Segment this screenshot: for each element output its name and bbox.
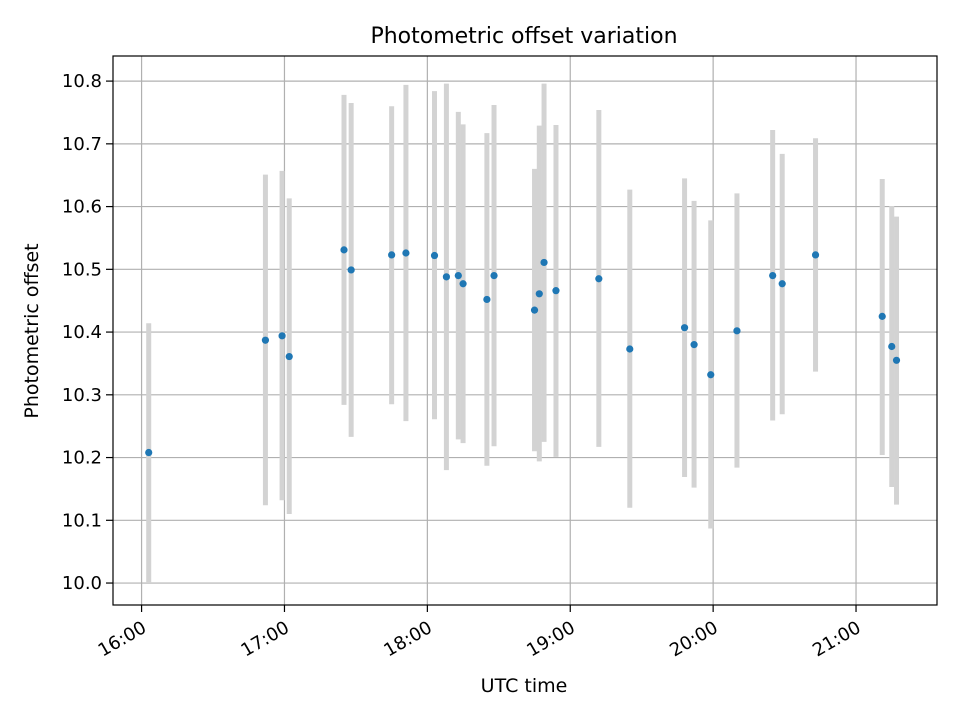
data-point — [490, 272, 498, 280]
data-point — [778, 280, 786, 288]
data-point — [888, 342, 896, 351]
y-tick-label: 10.0 — [62, 573, 102, 594]
x-tick-label: 21:00 — [809, 617, 864, 661]
data-point — [680, 324, 689, 332]
data-point — [261, 336, 270, 344]
data-point — [454, 272, 462, 280]
data-point — [388, 251, 396, 259]
data-point — [733, 327, 741, 335]
error-bars — [146, 83, 900, 584]
y-tick-label: 10.6 — [62, 197, 102, 218]
data-point — [285, 352, 293, 361]
x-tick-label: 20:00 — [666, 617, 721, 661]
data-point — [878, 312, 886, 320]
y-tick-label: 10.8 — [62, 71, 102, 92]
x-axis-label: UTC time — [481, 675, 568, 697]
data-point — [552, 287, 560, 295]
data-point — [892, 356, 901, 364]
y-tick-label: 10.4 — [62, 322, 102, 343]
y-tick-label: 10.1 — [62, 510, 102, 531]
x-axis-ticks: 16:00 17:00 18:00 19:00 20:00 21:00 — [95, 605, 865, 661]
y-tick-label: 10.7 — [62, 134, 102, 155]
data-point — [459, 280, 467, 288]
data-point — [402, 249, 410, 257]
y-tick-label: 10.2 — [62, 448, 102, 469]
data-point — [442, 273, 451, 281]
y-axis-ticks: 10.0 10.1 10.2 10.3 10.4 10.5 10.6 10.7 10.8 — [62, 71, 113, 594]
y-tick-label: 10.5 — [62, 259, 102, 280]
data-point — [690, 341, 698, 349]
data-point — [430, 251, 439, 260]
data-point — [540, 258, 548, 267]
data-point — [278, 332, 286, 340]
x-tick-label: 19:00 — [523, 617, 578, 661]
data-point — [535, 290, 543, 298]
y-tick-label: 10.3 — [62, 385, 102, 406]
x-tick-label: 18:00 — [380, 617, 435, 661]
x-tick-label: 16:00 — [95, 617, 150, 661]
data-point — [347, 266, 355, 274]
data-point — [811, 251, 820, 259]
data-point — [340, 246, 348, 254]
data-point — [530, 306, 539, 314]
data-point — [626, 345, 634, 353]
y-axis-label: Photometric offset — [21, 243, 43, 418]
x-tick-label: 17:00 — [238, 617, 293, 661]
plot-frame — [112, 55, 938, 606]
data-point — [145, 448, 153, 457]
data-point — [769, 272, 777, 280]
data-point — [707, 371, 715, 379]
chart-title: Photometric offset variation — [370, 24, 677, 49]
data-points — [145, 246, 901, 457]
data-point — [483, 295, 491, 304]
data-point — [595, 275, 603, 283]
